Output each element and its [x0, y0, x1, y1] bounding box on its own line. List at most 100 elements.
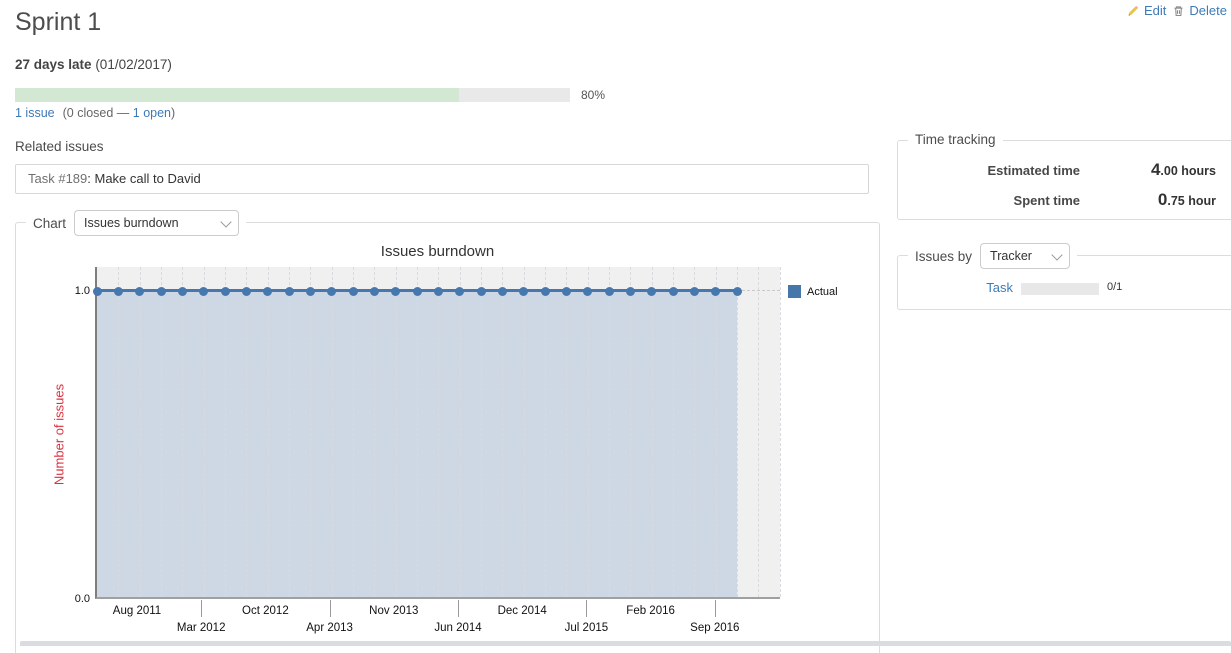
x-axis-tick-label: Aug 2011 [112, 605, 162, 617]
data-point [625, 286, 635, 296]
gridline [182, 267, 184, 597]
data-point [412, 286, 422, 296]
chart-box: Chart Issues burndown Issues burndown Nu… [15, 209, 880, 653]
gridline [609, 267, 610, 597]
gridline [587, 267, 589, 597]
issue-link[interactable]: Task #189 [28, 171, 88, 186]
gridline [545, 267, 546, 597]
gridline [139, 267, 141, 597]
x-axis-tick-label: Jul 2015 [564, 622, 609, 634]
data-point [561, 286, 571, 296]
gridline [289, 267, 290, 597]
y-axis-tick-label: 0.0 [74, 593, 90, 605]
issue-subject: : Make call to David [87, 171, 201, 186]
spent-time-value: 0.75 hour [1157, 190, 1216, 209]
issues-by-label: Issues by [915, 248, 973, 264]
data-point [113, 286, 123, 296]
y-axis-title: Number of issues [51, 383, 67, 486]
related-issue-row: Task #189: Make call to David [15, 164, 869, 194]
x-axis-tick-label: Sep 2016 [690, 622, 740, 634]
data-point [732, 286, 742, 296]
closing-paren: ) [171, 106, 176, 120]
tracker-select[interactable]: Tracker [980, 243, 1071, 269]
data-point [305, 286, 315, 296]
data-point [668, 286, 678, 296]
gridline [246, 267, 248, 597]
gridline [566, 267, 568, 597]
tracker-task-link[interactable]: Task [986, 280, 1013, 295]
time-tracking-box: Time tracking Estimated time 4.00 hours … [897, 132, 1231, 220]
axis-tick [714, 600, 716, 617]
x-axis-tick-label: Dec 2014 [497, 605, 547, 617]
pencil-icon [1128, 5, 1139, 16]
data-point [583, 286, 593, 296]
open-issues-link[interactable]: 1 open [132, 106, 172, 120]
status-line: 27 days late (01/02/2017) [15, 57, 172, 72]
footer-bar [20, 641, 1231, 646]
data-point [284, 286, 294, 296]
gridline [161, 267, 162, 597]
legend-label: Actual [807, 285, 838, 298]
gridline [523, 267, 525, 597]
gridline [673, 267, 674, 597]
chart-type-select-wrap: Issues burndown [74, 210, 240, 236]
data-point [391, 286, 401, 296]
data-point [647, 286, 657, 296]
gridline [779, 267, 781, 597]
x-axis-tick-label: Mar 2012 [176, 622, 226, 634]
y-axis-tick-label: 1.0 [74, 285, 90, 297]
plot-area [92, 267, 781, 599]
chart-fieldset-legend: Chart Issues burndown [26, 209, 247, 237]
gridline [310, 267, 312, 597]
gridline [395, 267, 397, 597]
data-point [220, 286, 230, 296]
x-axis-tick-label: Apr 2013 [306, 622, 353, 634]
data-point [135, 286, 145, 296]
edit-label: Edit [1144, 3, 1167, 18]
gridline [758, 267, 760, 597]
estimated-time-label: Estimated time [987, 162, 1080, 178]
time-tracking-rows: Estimated time 4.00 hours Spent time 0.7… [898, 141, 1231, 215]
data-point [92, 286, 102, 296]
x-axis-tick-label: Feb 2016 [626, 605, 675, 617]
days-late-text: 27 days late [15, 57, 92, 72]
gridline [651, 267, 653, 597]
data-point [263, 286, 273, 296]
due-date-text: (01/02/2017) [91, 57, 172, 72]
edit-link[interactable]: Edit [1126, 3, 1166, 18]
delete-link[interactable]: Delete [1172, 3, 1227, 18]
data-point [199, 286, 209, 296]
gridline [694, 267, 696, 597]
data-point [348, 286, 358, 296]
gridline [374, 267, 376, 597]
axis-tick [458, 600, 459, 617]
trash-icon [1174, 5, 1183, 16]
spent-time-label: Spent time [1013, 192, 1080, 208]
gridline [203, 267, 205, 597]
x-axis-tick-label: Jun 2014 [434, 622, 482, 634]
x-axis-tick-label: Nov 2013 [369, 605, 419, 617]
data-point [241, 286, 251, 296]
data-point [156, 286, 166, 296]
axis-tick [329, 600, 331, 617]
gridline [118, 267, 120, 597]
issues-by-legend: Issues by Tracker [908, 242, 1078, 270]
tracker-count: 0/1 [1107, 281, 1123, 293]
gridline [331, 267, 333, 597]
data-point [369, 286, 379, 296]
data-point [455, 286, 465, 296]
gridline [502, 267, 504, 597]
chart-type-select[interactable]: Issues burndown [74, 210, 240, 236]
delete-label: Delete [1189, 3, 1227, 18]
gridline [225, 267, 226, 597]
legend-swatch [788, 285, 801, 298]
gridline [737, 267, 738, 597]
tracker-select-wrap: Tracker [980, 243, 1071, 269]
time-tracking-legend: Time tracking [908, 132, 1003, 148]
data-point [476, 286, 486, 296]
estimated-time-value: 4.00 hours [1150, 160, 1216, 179]
gridline [267, 267, 269, 597]
gridline [481, 267, 482, 597]
issues-count-link[interactable]: 1 issue [15, 106, 55, 120]
spent-time-row: Spent time 0.75 hour [898, 185, 1231, 215]
